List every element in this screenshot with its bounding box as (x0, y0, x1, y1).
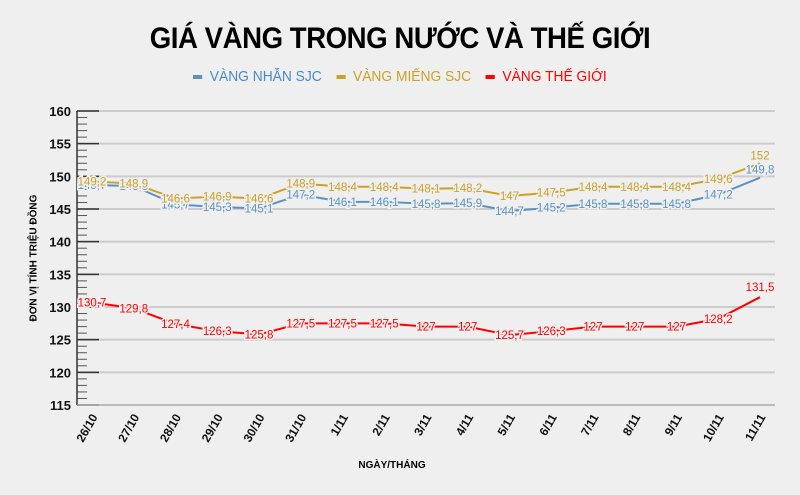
data-label: 146,6 (245, 194, 274, 206)
data-label: 127,5 (370, 318, 399, 330)
data-label: 145,1 (245, 203, 274, 215)
y-tick-label: 120 (49, 365, 71, 380)
x-tick-label: 4/11 (453, 411, 477, 438)
x-tick-label: 27/10 (115, 411, 142, 444)
legend-label: VÀNG NHẪN SJC (209, 68, 322, 85)
data-label: 145,8 (662, 199, 691, 211)
y-tick-label: 135 (49, 267, 71, 282)
data-label: 145,2 (537, 203, 566, 215)
data-label: 152 (750, 150, 769, 162)
x-tick-label: 11/11 (742, 411, 769, 443)
x-tick-label: 26/10 (73, 411, 100, 444)
data-label: 126,3 (537, 326, 566, 338)
data-label: 127 (583, 322, 602, 334)
data-label: 131,5 (746, 282, 775, 294)
y-tick-label: 160 (49, 104, 71, 119)
data-label: 128,2 (704, 314, 733, 326)
data-label: 126,3 (203, 326, 232, 338)
data-label: 130,7 (78, 297, 107, 309)
x-tick-label: 1/11 (328, 411, 352, 438)
series-lines: 148,7 148,5 145,7 145,3 145,1 147,2 146,1 146,1… (76, 149, 776, 344)
series-line (91, 162, 761, 200)
data-label: 148,9 (119, 179, 148, 191)
x-tick-label: 31/10 (282, 411, 309, 444)
data-label: 144,7 (495, 206, 524, 218)
y-tick-label: 140 (49, 235, 71, 250)
data-label: 145,3 (203, 202, 232, 214)
y-tick-label: 115 (50, 398, 71, 413)
legend-label: VÀNG THẾ GIỚI (502, 68, 607, 85)
data-label: 148,4 (370, 182, 399, 194)
y-tick-label: 145 (49, 202, 71, 217)
data-label: 127 (625, 322, 644, 334)
data-label: 148,4 (662, 182, 691, 194)
data-label: 129,8 (119, 303, 148, 315)
data-label: 147 (500, 191, 519, 203)
data-label: 146,6 (161, 194, 190, 206)
data-label: 145,9 (453, 198, 482, 210)
chart-title: GIÁ VÀNG TRONG NƯỚC VÀ THẾ GIỚI (149, 22, 651, 55)
x-tick-label: 5/11 (495, 411, 519, 438)
x-tick-label: 9/11 (662, 411, 686, 438)
x-tick-label: 3/11 (411, 411, 435, 438)
data-label: 148,4 (579, 182, 608, 194)
x-axis-label: NGÀY/THÁNG (358, 460, 426, 471)
data-label: 127 (667, 322, 686, 334)
data-label: 146,1 (370, 197, 399, 209)
data-label: 146,1 (328, 197, 357, 209)
data-label: 125,7 (495, 330, 524, 342)
data-label: 147,2 (704, 190, 733, 202)
legend-swatch-icon (485, 74, 496, 79)
x-tick-label: 6/11 (536, 411, 560, 438)
x-tick-label: 30/10 (240, 411, 267, 444)
data-label: 146,9 (203, 192, 232, 204)
data-label: 127,5 (328, 318, 357, 330)
data-label: 145,8 (579, 199, 608, 211)
x-tick-label: 7/11 (578, 411, 602, 438)
x-tick-label: 28/10 (157, 411, 184, 444)
y-axis: 115 120 125 130 135 140 145 150 155 160 (49, 104, 99, 413)
series-line (91, 296, 761, 337)
data-label: 148,4 (328, 182, 357, 194)
data-label: 148,4 (620, 182, 649, 194)
x-axis: 26/10 27/10 28/10 29/10 30/10 31/10 1/11 2/11 3/… (73, 404, 775, 445)
legend-label: VÀNG MIẾNG SJC (353, 68, 472, 85)
data-label: 149,2 (78, 177, 107, 189)
data-label: 148,2 (453, 183, 482, 195)
data-label: 127,4 (161, 319, 190, 331)
legend: VÀNG NHẪN SJC VÀNG MIẾNG SJC VÀNG THẾ GI… (32, 68, 768, 85)
x-tick-label: 29/10 (199, 411, 226, 444)
x-tick-label: 8/11 (620, 411, 644, 438)
data-label: 145,8 (412, 199, 441, 211)
x-tick-label: 10/11 (700, 411, 727, 444)
data-label: 127 (458, 322, 477, 334)
data-label: 127,5 (286, 318, 315, 330)
y-tick-label: 150 (49, 169, 71, 184)
data-label: 148,7 (78, 180, 107, 192)
legend-swatch-icon (336, 74, 346, 79)
legend-item-vang-nhan: VÀNG NHẪN SJC (193, 68, 322, 85)
legend-swatch-icon (193, 74, 203, 79)
data-label: 148,9 (286, 179, 315, 191)
legend-item-vang-mieng: VÀNG MIẾNG SJC (336, 68, 471, 85)
data-label: 149,8 (746, 165, 775, 177)
data-label: 147,5 (537, 188, 566, 200)
data-label: 145,8 (620, 199, 649, 211)
legend-item-vang-the-gioi: VÀNG THẾ GIỚI (485, 68, 607, 85)
data-label: 148,5 (119, 181, 148, 193)
data-label: 145,7 (161, 199, 190, 211)
gridlines (77, 110, 775, 374)
data-label: 147,2 (286, 190, 315, 202)
series-line (91, 176, 761, 212)
y-tick-label: 125 (49, 333, 71, 348)
data-label: 125,8 (245, 329, 274, 341)
data-label: 149,6 (704, 174, 733, 186)
data-label: 127 (416, 322, 435, 334)
y-tick-label: 130 (49, 300, 71, 315)
data-label: 148,1 (412, 184, 441, 196)
x-tick-label: 2/11 (369, 411, 393, 438)
y-tick-label: 155 (49, 137, 71, 152)
